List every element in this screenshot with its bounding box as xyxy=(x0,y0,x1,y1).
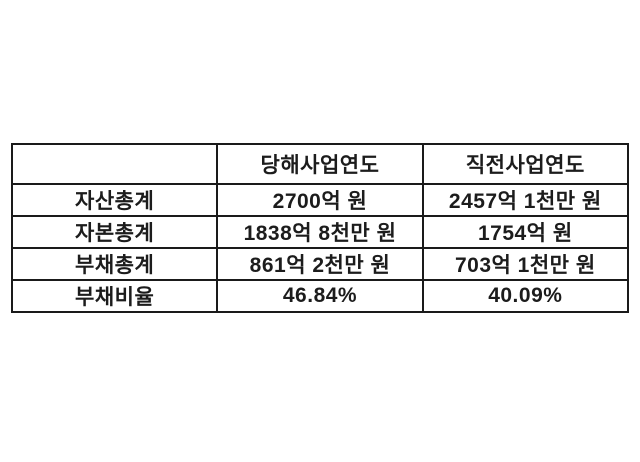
cell-value-current: 1838억 8천만 원 xyxy=(216,215,424,249)
cell-value-previous: 1754억 원 xyxy=(421,215,630,249)
table-row-total-equity: 자본총계 1838억 8천만 원 1754억 원 xyxy=(10,215,630,249)
header-cell-empty xyxy=(10,143,219,185)
cell-value-current: 46.84% xyxy=(216,279,424,313)
cell-value-current: 2700억 원 xyxy=(216,183,424,217)
row-label: 자산총계 xyxy=(10,183,219,217)
cell-value-previous: 40.09% xyxy=(421,279,630,313)
header-cell-current-year: 당해사업연도 xyxy=(216,143,424,185)
table-row-debt-ratio: 부채비율 46.84% 40.09% xyxy=(10,279,630,313)
table-row-total-liabilities: 부채총계 861억 2천만 원 703억 1천만 원 xyxy=(10,247,630,281)
table-row-total-assets: 자산총계 2700억 원 2457억 1천만 원 xyxy=(10,183,630,217)
table-header-row: 당해사업연도 직전사업연도 xyxy=(10,143,630,185)
financial-summary-table: 당해사업연도 직전사업연도 자산총계 2700억 원 2457억 1천만 원 자… xyxy=(10,143,630,313)
cell-value-current: 861억 2천만 원 xyxy=(216,247,424,281)
header-cell-previous-year: 직전사업연도 xyxy=(421,143,630,185)
row-label: 자본총계 xyxy=(10,215,219,249)
cell-value-previous: 703억 1천만 원 xyxy=(421,247,630,281)
cell-value-previous: 2457억 1천만 원 xyxy=(421,183,630,217)
row-label: 부채비율 xyxy=(10,279,219,313)
row-label: 부채총계 xyxy=(10,247,219,281)
